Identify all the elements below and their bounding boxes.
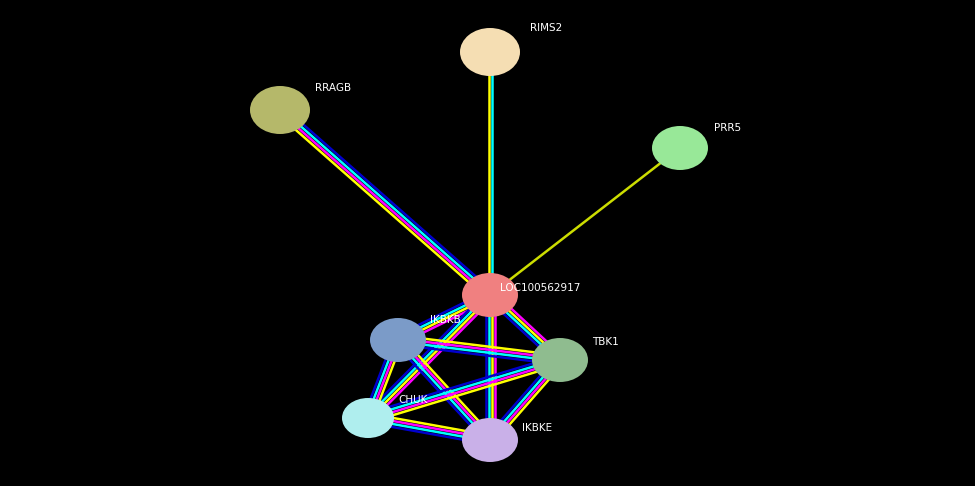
Ellipse shape — [462, 418, 518, 462]
Text: PRR5: PRR5 — [714, 123, 741, 133]
Text: TBK1: TBK1 — [592, 337, 619, 347]
Ellipse shape — [342, 398, 394, 438]
Ellipse shape — [532, 338, 588, 382]
Text: IKBKE: IKBKE — [522, 423, 552, 433]
Ellipse shape — [652, 126, 708, 170]
Ellipse shape — [250, 86, 310, 134]
Text: CHUK: CHUK — [398, 395, 427, 405]
Text: IKBKB: IKBKB — [430, 315, 461, 325]
Text: LOC100562917: LOC100562917 — [500, 283, 580, 293]
Ellipse shape — [370, 318, 426, 362]
Text: RIMS2: RIMS2 — [530, 23, 563, 33]
Ellipse shape — [460, 28, 520, 76]
Text: RRAGB: RRAGB — [315, 83, 351, 93]
Ellipse shape — [462, 273, 518, 317]
